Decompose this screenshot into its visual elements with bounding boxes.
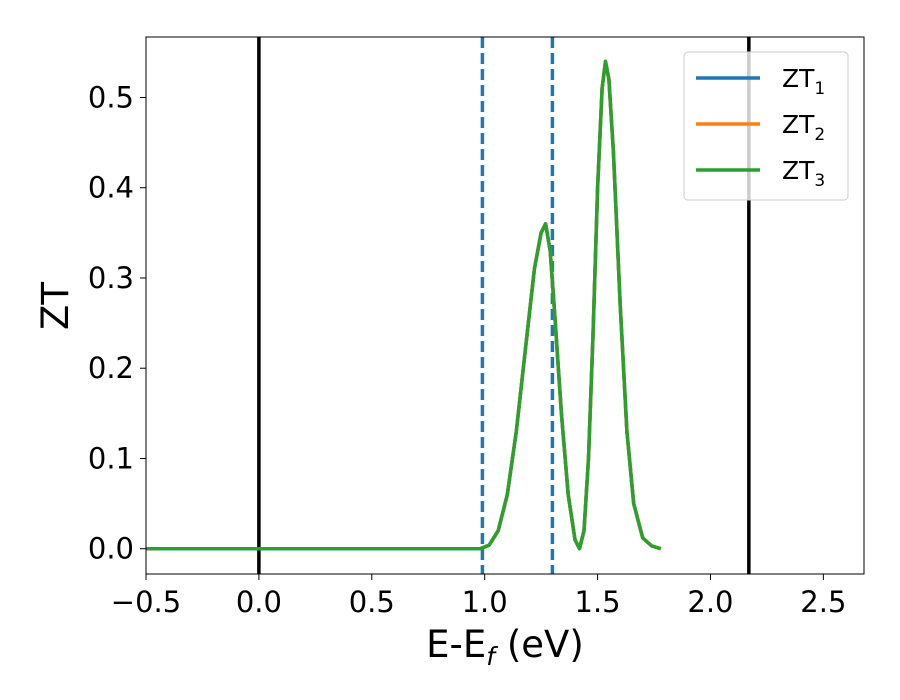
- legend-label-3: ZT3: [782, 156, 825, 191]
- legend: ZT1 ZT2 ZT3: [683, 51, 849, 201]
- x-tick-label: 0.5: [349, 585, 395, 619]
- y-tick-label: 0.0: [88, 532, 134, 566]
- x-tick-label: 1.5: [575, 585, 621, 619]
- series-layer: [146, 59, 662, 551]
- x-tick-label: 0.0: [236, 585, 282, 619]
- x-tick-label: −0.5: [111, 585, 181, 619]
- legend-label-2: ZT2: [782, 110, 825, 145]
- x-tick-label: 2.0: [687, 585, 733, 619]
- x-tick-label: 1.0: [462, 585, 508, 619]
- y-tick-label: 0.5: [88, 80, 134, 114]
- plot-frame: [145, 36, 865, 575]
- y-axis-title: ZT: [34, 282, 77, 330]
- legend-frame: [683, 51, 849, 201]
- x-axis-ticks: −0.5 0.0 0.5 1.0 1.5 2.0 2.5: [111, 574, 846, 619]
- y-tick-label: 0.1: [88, 441, 134, 475]
- y-tick-label: 0.2: [88, 351, 134, 385]
- x-tick-label: 2.5: [800, 585, 846, 619]
- x-axis-title: E-Ef (eV): [426, 623, 584, 671]
- y-tick-label: 0.4: [88, 171, 134, 205]
- legend-label-1: ZT1: [782, 64, 825, 99]
- y-tick-label: 0.3: [88, 261, 134, 295]
- y-axis-ticks: 0.0 0.1 0.2 0.3 0.4 0.5: [88, 80, 146, 566]
- series-line-3: [146, 59, 662, 551]
